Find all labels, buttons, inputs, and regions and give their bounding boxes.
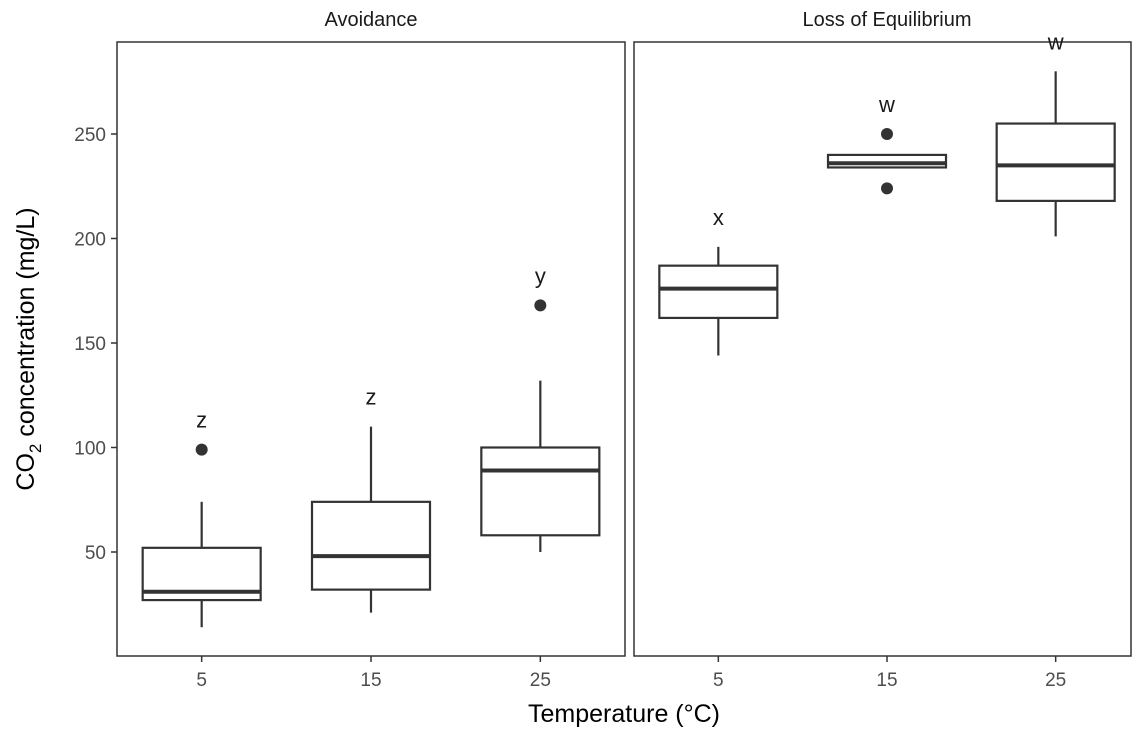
y-axis-title-prefix: CO: [12, 453, 40, 491]
y-tick-label: 200: [74, 230, 106, 251]
significance-letter: w: [1047, 29, 1064, 54]
y-tick-label: 100: [74, 439, 106, 460]
outlier-point: [534, 299, 547, 312]
x-tick-label: 5: [196, 670, 207, 691]
x-tick-label: 25: [1045, 670, 1066, 691]
x-tick-label: 25: [530, 670, 551, 691]
significance-letter: w: [878, 92, 895, 117]
outlier-point: [881, 182, 893, 195]
facet-panel: Avoidance 5 15 25 z z y: [116, 9, 626, 691]
significance-letter: x: [713, 205, 724, 230]
box-15: w: [826, 92, 948, 195]
x-tick-label: 15: [876, 670, 897, 691]
box-5: z: [141, 408, 262, 628]
y-tick-label: 50: [85, 543, 106, 564]
y-axis: 50 100 150 200 250: [74, 125, 117, 564]
outlier-point: [195, 443, 208, 456]
iqr-box: [480, 446, 601, 537]
iqr-box: [310, 500, 432, 591]
x-tick-label: 15: [360, 670, 381, 691]
y-tick-label: 250: [74, 125, 106, 146]
y-axis-title-suffix: concentration (mg/L): [12, 207, 40, 443]
facet-title: Loss of Equilibrium: [803, 9, 972, 31]
iqr-box: [826, 153, 948, 169]
box-25: y: [480, 263, 601, 552]
panel-border: [633, 41, 1132, 657]
significance-letter: z: [366, 385, 377, 410]
y-axis-title: CO2 concentration (mg/L): [12, 207, 45, 490]
y-axis-title-subscript: 2: [26, 444, 45, 453]
iqr-box: [995, 122, 1116, 202]
significance-letter: z: [196, 408, 207, 433]
x-tick-label: 5: [713, 670, 724, 691]
y-tick-label: 150: [74, 334, 106, 355]
facet-panel: Loss of Equilibrium 5 15 25 x w w: [633, 9, 1132, 691]
outlier-point: [881, 128, 893, 140]
iqr-box: [658, 264, 779, 320]
panels: Avoidance 5 15 25 z z y Loss of Equilibrium 5 15 2…: [116, 9, 1132, 691]
x-axis-title: Temperature (°C): [528, 700, 720, 728]
facet-title: Avoidance: [324, 9, 417, 31]
significance-letter: y: [535, 263, 546, 288]
box-5: x: [658, 205, 779, 356]
box-15: z: [310, 385, 432, 613]
box-25: w: [995, 29, 1116, 237]
